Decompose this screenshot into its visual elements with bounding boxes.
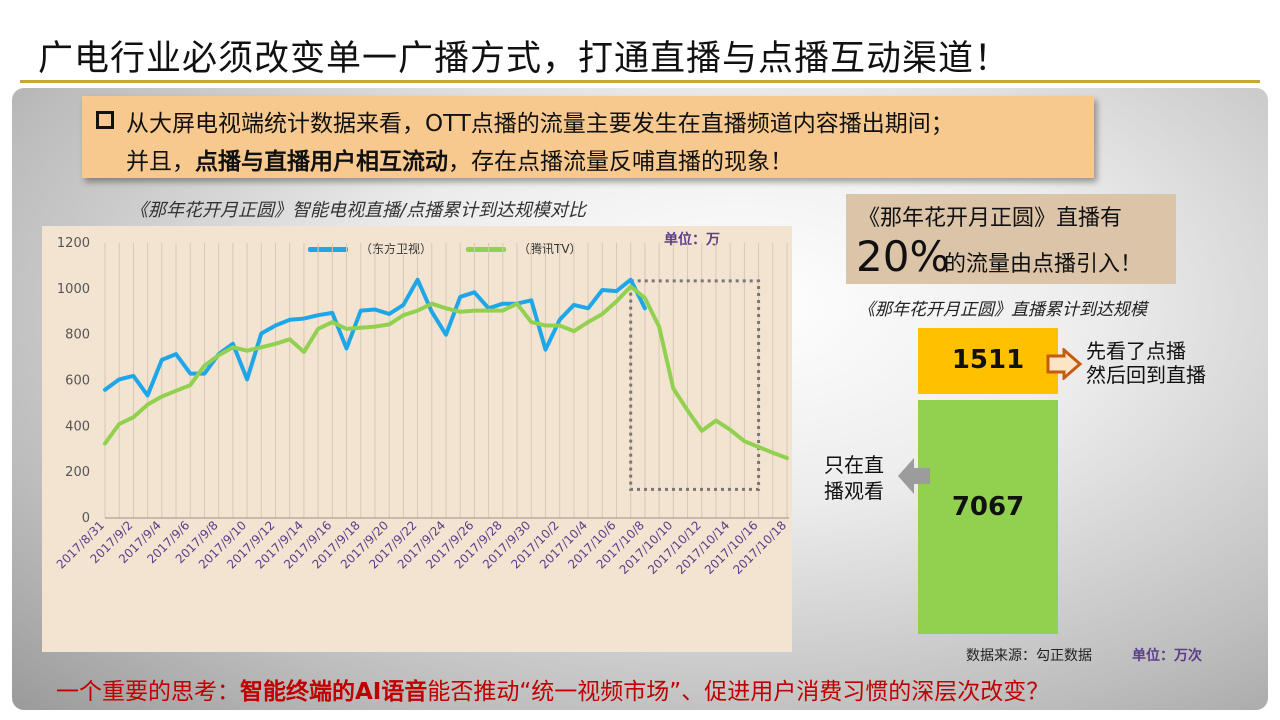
callout-line-2-pre: 并且， <box>126 149 195 175</box>
highlight-box <box>629 279 761 491</box>
arrow-right-icon <box>1046 348 1082 380</box>
line-chart-title: 《那年花开月正圆》智能电视直播/点播累计到达规模对比 <box>130 200 587 221</box>
bottom-question: 一个重要的思考：智能终端的AI语音能否推动“统一视频市场”、促进用户消费习惯的深… <box>56 672 1049 706</box>
y-tick-label: 1000 <box>57 282 90 297</box>
vod-then-live-label: 先看了点播 然后回到直播 <box>1086 339 1206 387</box>
legend-item-tencent: （腾讯TV） <box>466 240 582 257</box>
series-line-dongfang <box>103 277 647 398</box>
series-line-tencent <box>103 284 789 460</box>
legend-swatch-blue <box>308 247 348 252</box>
title-divider <box>20 80 1260 83</box>
line-chart: 0200400600800100012002017/8/312017/9/220… <box>54 236 789 577</box>
live-only-label-line-1: 只在直 <box>824 453 884 477</box>
bottom-question-post: 能否推动“统一视频市场”、促进用户消费习惯的深层次改变？ <box>427 679 1050 705</box>
note-line-1: 《那年花开月正圆》直播有 <box>858 206 1123 231</box>
legend-item-dongfang: （东方卫视） <box>308 240 432 257</box>
y-tick-label: 600 <box>65 374 90 389</box>
key-insight-callout: 从大屏电视端统计数据来看，OTT点播的流量主要发生在直播频道内容播出期间； 并且… <box>82 96 1094 178</box>
note-percentage: 20% <box>856 232 950 281</box>
bar-chart-unit: 单位：万次 <box>1132 648 1202 664</box>
bar-vod-then-live: 1511 <box>918 328 1058 394</box>
bottom-question-bold: 智能终端的AI语音 <box>240 679 428 705</box>
legend-swatch-green <box>466 247 506 252</box>
y-tick-label: 0 <box>82 511 90 526</box>
note-line-2: 的流量由点播引入！ <box>944 252 1143 277</box>
callout-line-2-post: ，存在点播流量反哺直播的现象！ <box>448 149 793 175</box>
y-tick-label: 800 <box>65 328 90 343</box>
bottom-question-pre: 一个重要的思考： <box>56 679 240 705</box>
legend-label-dongfang: （东方卫视） <box>360 242 433 256</box>
highlight-note: 《那年花开月正圆》直播有 20% 的流量由点播引入！ <box>846 194 1176 284</box>
y-tick-label: 1200 <box>57 236 90 251</box>
live-only-label-line-2: 播观看 <box>824 479 884 503</box>
bar-live-only: 7067 <box>918 400 1058 634</box>
stacked-bar-title: 《那年花开月正圆》直播累计到达规模 <box>858 300 1147 320</box>
page-title: 广电行业必须改变单一广播方式，打通直播与点播互动渠道！ <box>38 39 1011 79</box>
arrow-left-icon <box>898 458 930 494</box>
callout-line-1: 从大屏电视端统计数据来看，OTT点播的流量主要发生在直播频道内容播出期间； <box>126 111 954 137</box>
y-tick-label: 400 <box>65 419 90 434</box>
data-source: 数据来源：勾正数据 <box>966 648 1092 664</box>
y-tick-label: 200 <box>65 465 90 480</box>
bullet-square-icon <box>96 111 114 129</box>
vod-then-live-label-line-2: 然后回到直播 <box>1086 363 1206 387</box>
bar-vod-then-live-value: 1511 <box>951 345 1025 375</box>
callout-line-2: 并且，点播与直播用户相互流动，存在点播流量反哺直播的现象！ <box>126 142 793 176</box>
line-chart-background <box>42 226 792 652</box>
legend-label-tencent: （腾讯TV） <box>518 242 582 256</box>
vod-then-live-label-line-1: 先看了点播 <box>1086 339 1186 363</box>
live-only-label: 只在直 播观看 <box>824 452 884 504</box>
callout-line-2-bold: 点播与直播用户相互流动 <box>195 149 448 175</box>
line-chart-unit: 单位：万 <box>664 232 720 248</box>
bar-live-only-value: 7067 <box>951 492 1025 522</box>
